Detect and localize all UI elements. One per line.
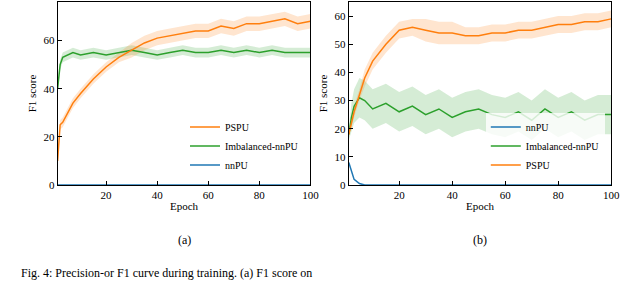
svg-text:20: 20 (101, 189, 113, 201)
svg-text:30: 30 (335, 94, 347, 106)
svg-text:20: 20 (43, 131, 55, 143)
svg-text:100: 100 (302, 189, 319, 201)
svg-text:10: 10 (335, 151, 347, 163)
svg-text:F1 score: F1 score (26, 75, 38, 113)
svg-text:Epoch: Epoch (466, 200, 495, 212)
svg-text:F1 score: F1 score (317, 75, 329, 113)
svg-text:Fig. 4: Precision-or F1 curve: Fig. 4: Precision-or F1 curve during tra… (21, 266, 312, 280)
svg-text:50: 50 (335, 38, 347, 50)
svg-text:80: 80 (553, 189, 565, 201)
svg-text:0: 0 (49, 179, 55, 191)
svg-text:40: 40 (447, 189, 459, 201)
svg-text:20: 20 (335, 123, 347, 135)
svg-text:40: 40 (43, 83, 55, 95)
svg-text:Imbalanced-nnPU: Imbalanced-nnPU (225, 141, 299, 152)
svg-text:Epoch: Epoch (170, 200, 199, 212)
svg-text:100: 100 (603, 189, 620, 201)
svg-text:40: 40 (152, 189, 164, 201)
svg-text:PSPU: PSPU (526, 160, 551, 171)
svg-text:nnPU: nnPU (225, 160, 249, 171)
svg-text:PSPU: PSPU (225, 122, 250, 133)
svg-text:40: 40 (335, 66, 347, 78)
svg-text:80: 80 (254, 189, 266, 201)
svg-text:nnPU: nnPU (526, 122, 550, 133)
svg-text:0: 0 (340, 179, 346, 191)
svg-text:(a): (a) (178, 233, 191, 247)
svg-text:60: 60 (203, 189, 215, 201)
svg-text:Imbalanced-nnPU: Imbalanced-nnPU (526, 141, 600, 152)
svg-text:(b): (b) (473, 233, 487, 247)
svg-text:20: 20 (394, 189, 406, 201)
svg-text:60: 60 (335, 10, 347, 22)
svg-text:60: 60 (43, 34, 55, 46)
svg-text:60: 60 (500, 189, 512, 201)
